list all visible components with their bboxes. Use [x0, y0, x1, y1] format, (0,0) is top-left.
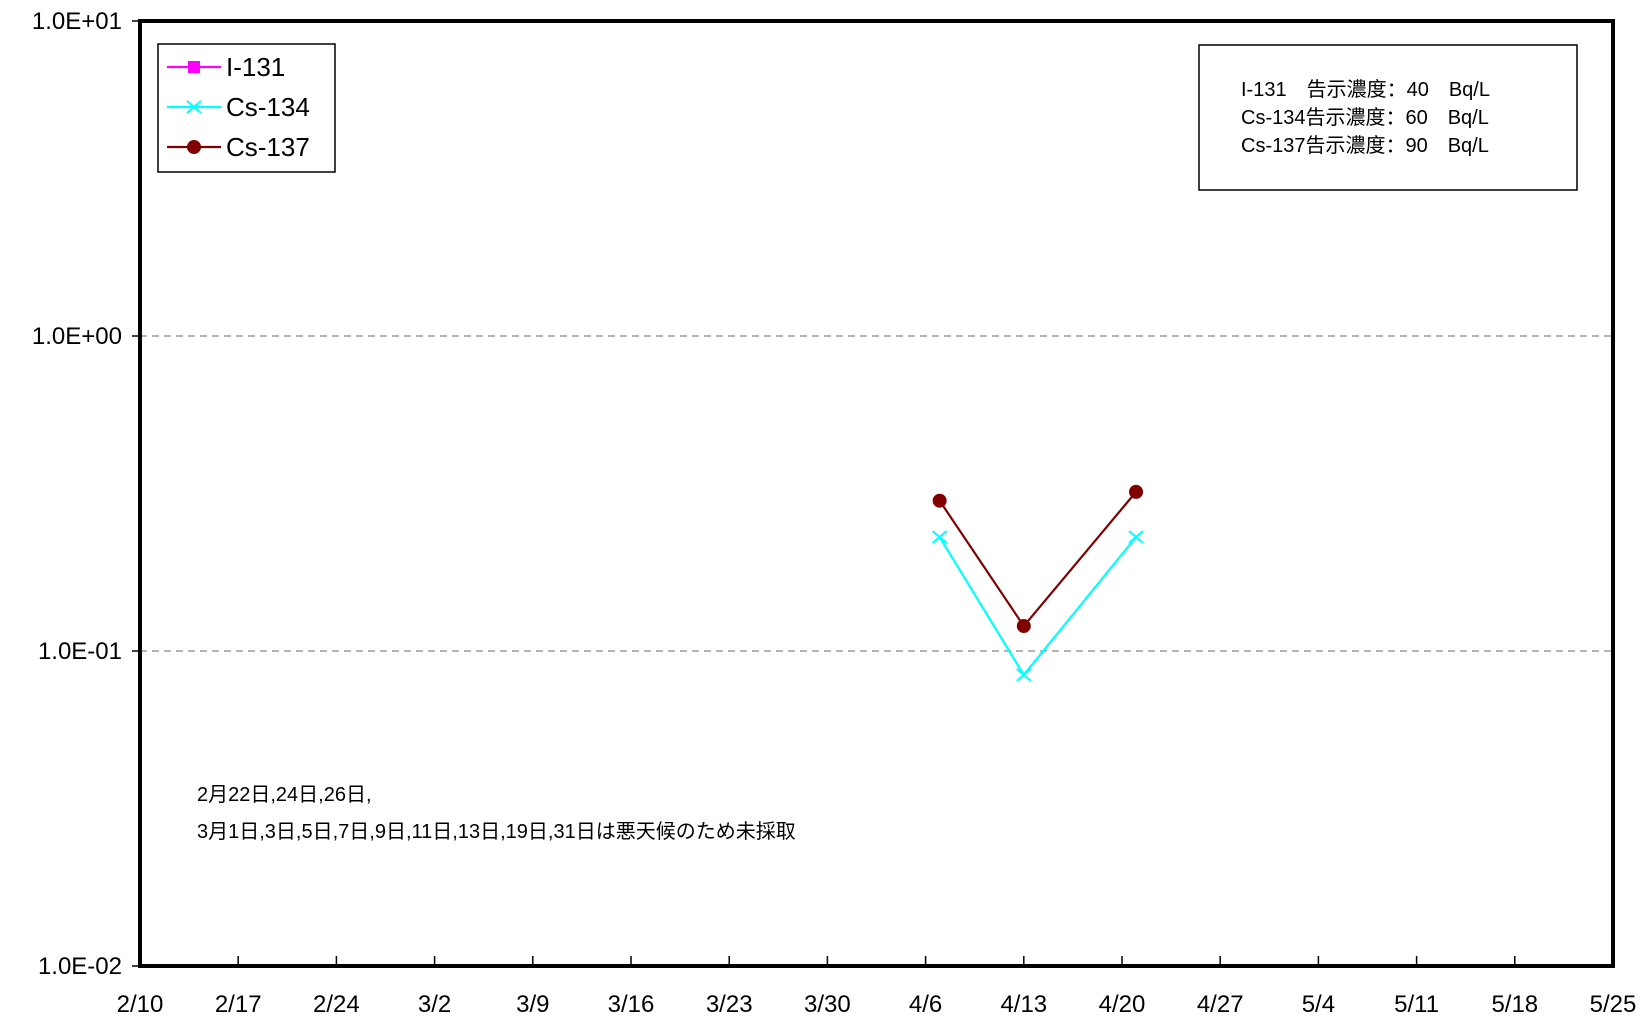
series-layer	[931, 484, 1144, 682]
series-2-point-2	[1129, 484, 1144, 499]
y-tick-label-1: 1.0E-01	[38, 638, 122, 665]
legend-label-1: Cs-134	[226, 92, 310, 122]
legend-marker-1	[186, 100, 202, 114]
plot-area-frame	[138, 19, 1615, 968]
x-tick-label-9: 4/13	[1000, 991, 1047, 1018]
x-tick-label-11: 4/27	[1197, 991, 1244, 1018]
series-1-point-2	[1128, 530, 1144, 544]
annotation-line-2: 3月1日,3日,5日,7日,9日,11日,13日,19日,31日は悪天候のため未…	[197, 820, 796, 843]
y-axis-ticks: 1.0E-02 1.0E-01 1.0E+00 1.0E+01	[32, 8, 140, 980]
x-tick-label-7: 3/30	[804, 991, 851, 1018]
legend-marker-1-stroke-b	[186, 100, 202, 114]
y-tick-label-3: 1.0E+01	[32, 8, 122, 35]
x-tick-label-15: 5/25	[1590, 991, 1637, 1018]
x-tick-label-6: 3/23	[706, 991, 753, 1018]
x-tick-label-3: 3/2	[418, 991, 451, 1018]
x-tick-label-0: 2/10	[117, 991, 164, 1018]
y-tick-label-0: 1.0E-02	[38, 953, 122, 980]
series-1-point-0-stroke-b	[931, 530, 948, 544]
x-tick-label-5: 3/16	[608, 991, 655, 1018]
series-1-point-0	[931, 530, 948, 544]
legend-label-0: I-131	[226, 52, 285, 82]
legend-box	[157, 43, 336, 173]
x-tick-label-2: 2/24	[313, 991, 360, 1018]
x-tick-label-14: 5/18	[1491, 991, 1538, 1018]
legend-label-2: Cs-137	[226, 132, 310, 162]
annotation-note: 2月22日,24日,26日, 3月1日,3日,5日,7日,9日,11日,13日,…	[197, 784, 796, 843]
legend-marker-2	[187, 140, 201, 154]
x-tick-label-13: 5/11	[1394, 991, 1439, 1018]
series-1-point-1	[1016, 668, 1032, 682]
legend: I-131 Cs-134 Cs-137	[157, 43, 336, 173]
reference-box-frame	[1198, 44, 1578, 191]
annotation-line-1: 2月22日,24日,26日,	[197, 784, 372, 806]
reference-line-1: I-131 告示濃度：40 Bq/L	[1241, 78, 1490, 101]
series-1-point-2-stroke-b	[1128, 530, 1144, 544]
reference-line-3: Cs-137告示濃度：90 Bq/L	[1241, 134, 1489, 157]
series-2-point-1	[1016, 619, 1031, 634]
x-tick-label-12: 5/4	[1302, 991, 1335, 1018]
x-tick-label-8: 4/6	[909, 991, 942, 1018]
x-tick-label-4: 3/9	[516, 991, 549, 1018]
x-tick-label-10: 4/20	[1099, 991, 1146, 1018]
series-1-point-1-stroke-b	[1016, 668, 1032, 682]
reference-box: I-131 告示濃度：40 Bq/L Cs-134告示濃度：60 Bq/L Cs…	[1198, 44, 1578, 191]
legend-marker-0	[188, 61, 200, 73]
x-axis-ticks: 2/10 2/17 2/24 3/2 3/9 3/16 3/23 3/30 4/6 4/13 4/2…	[117, 956, 1637, 1018]
y-tick-label-2: 1.0E+00	[32, 323, 122, 350]
grid-lines	[140, 335, 1613, 652]
reference-line-2: Cs-134告示濃度：60 Bq/L	[1241, 106, 1489, 129]
series-2-point-0	[932, 493, 947, 508]
legend-items: I-131 Cs-134 Cs-137	[167, 52, 310, 162]
x-tick-label-1: 2/17	[215, 991, 262, 1018]
